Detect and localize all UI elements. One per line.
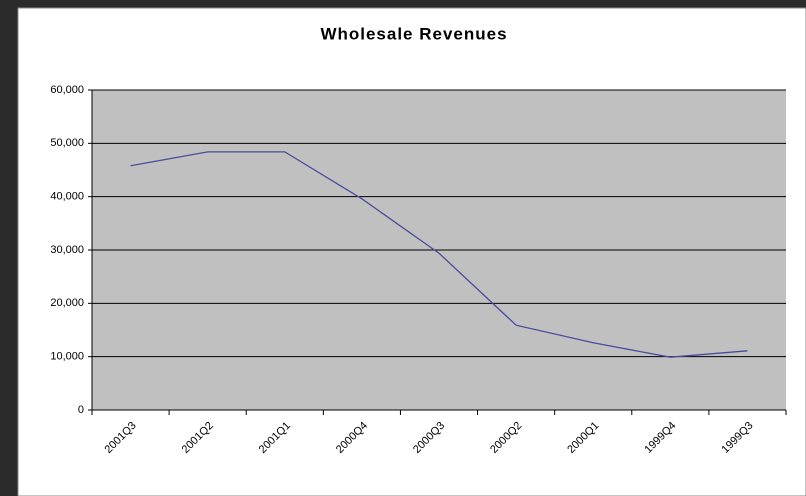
data-line (130, 151, 748, 358)
y-tick-label: 60,000 (50, 84, 84, 96)
y-tick-label: 20,000 (50, 297, 84, 309)
y-tick-label: 30,000 (50, 244, 84, 256)
y-tick-label: 0 (78, 404, 84, 416)
chart-title: Wholesale Revenues (320, 24, 507, 43)
y-tick-label: 40,000 (50, 191, 84, 203)
y-tick-label: 50,000 (50, 137, 84, 149)
y-tick-label: 10,000 (50, 351, 84, 363)
